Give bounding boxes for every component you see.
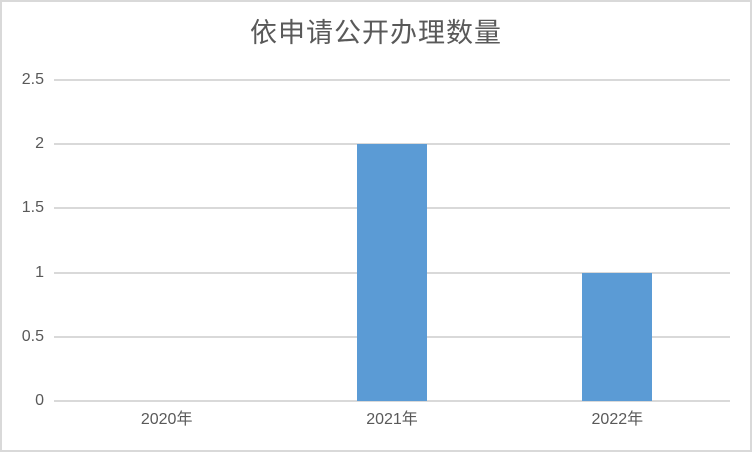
bar-2021年: [357, 144, 427, 401]
x-tick-label: 2021年: [366, 411, 418, 428]
chart-title: 依申请公开办理数量: [250, 18, 502, 49]
y-axis: 0 0.5 1 1.5 2 2.5: [2, 71, 44, 409]
x-tick-label: 2022年: [591, 411, 644, 428]
y-tick-label: 2: [35, 135, 44, 153]
x-tick-label: 2020年: [140, 411, 193, 428]
y-tick-label: 0: [35, 392, 44, 409]
y-tick-label: 0.5: [21, 327, 44, 345]
x-axis: 2020年 2021年 2022年: [54, 409, 730, 431]
gridline: [54, 400, 730, 402]
y-tick-label: 2.5: [21, 71, 44, 88]
gridline: [54, 79, 730, 81]
y-tick-label: 1.5: [21, 199, 44, 217]
bar-2022年: [582, 273, 653, 401]
y-tick-label: 1: [35, 263, 44, 281]
plot-area: [54, 79, 730, 402]
